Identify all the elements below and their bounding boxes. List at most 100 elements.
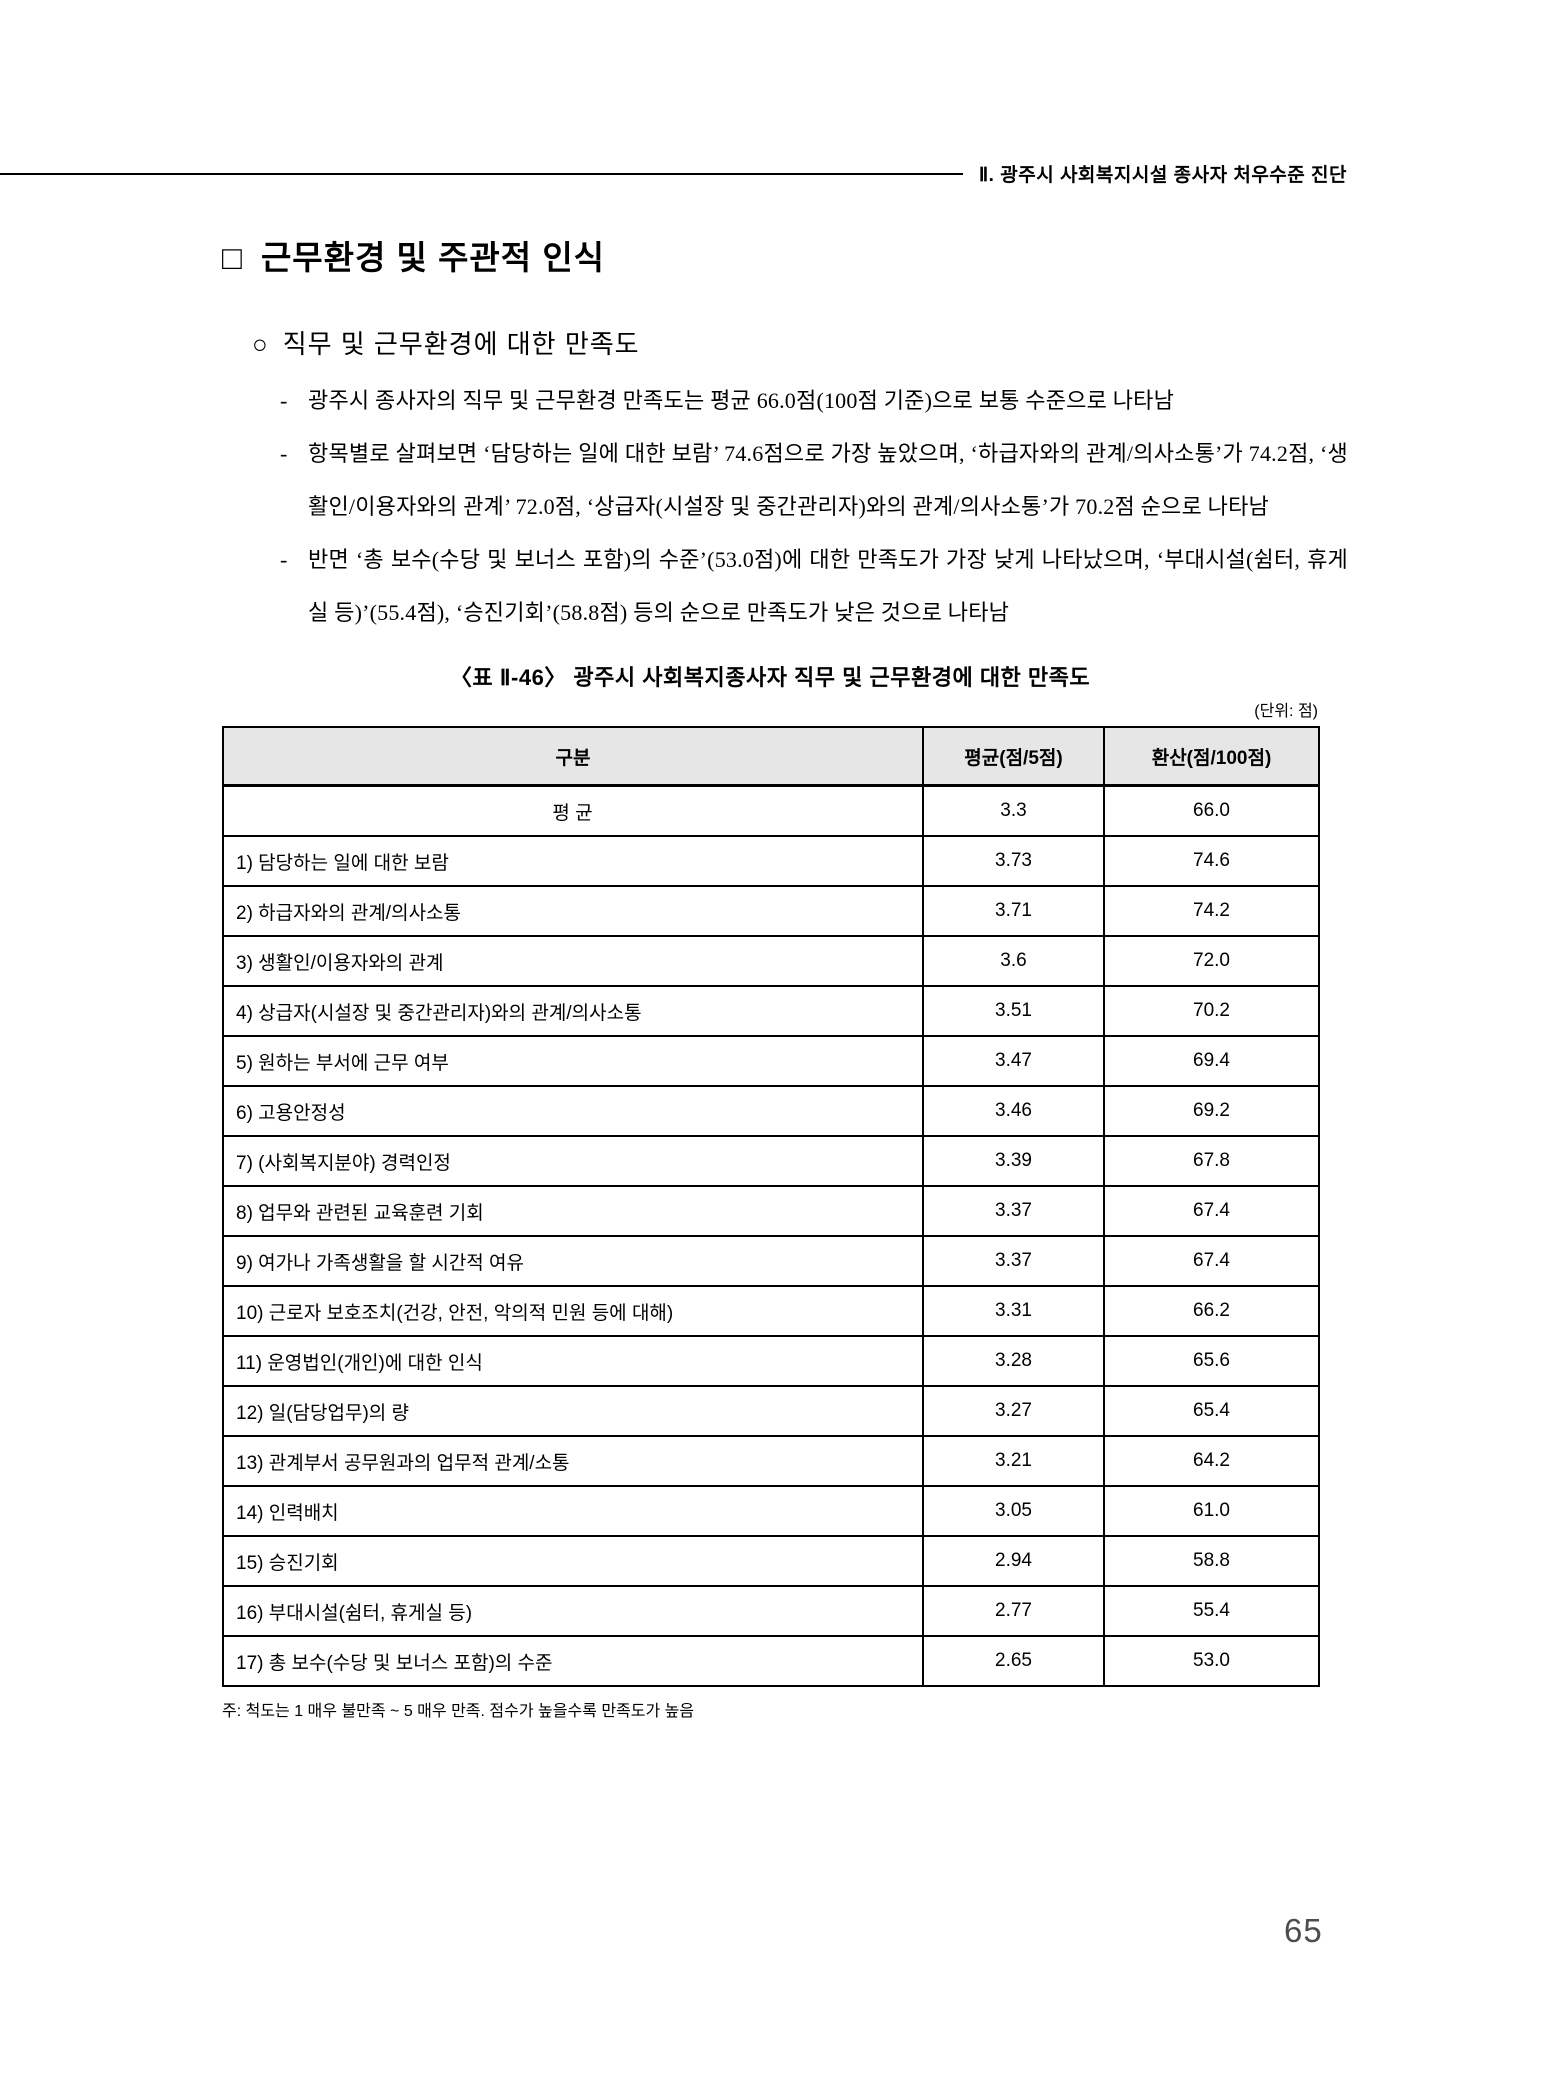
average-score-cell: 2.65: [922, 1635, 1105, 1687]
row-label-cell: 9) 여가나 가족생활을 할 시간적 여유: [222, 1235, 924, 1287]
converted-score-cell: 70.2: [1103, 985, 1320, 1037]
converted-score-cell: 67.8: [1103, 1135, 1320, 1187]
average-score-cell: 3.27: [922, 1385, 1105, 1437]
converted-score-cell: 69.4: [1103, 1035, 1320, 1087]
satisfaction-table: 구분 평균(점/5점) 환산(점/100점) 평 균 3.3 66.0 1) 담당하는…: [222, 726, 1320, 1687]
page-number: 65: [1284, 1912, 1323, 1949]
bullet-item: - 광주시 종사자의 직무 및 근무환경 만족도는 평균 66.0점(100점 기…: [280, 374, 1348, 427]
table-caption: 〈표 Ⅱ-46〉 광주시 사회복지종사자 직무 및 근무환경에 대한 만족도: [449, 665, 1091, 690]
dash-bullet-icon: -: [280, 441, 288, 466]
row-label-cell: 12) 일(담당업무)의 량: [222, 1385, 924, 1437]
square-bullet-icon: □: [222, 239, 243, 276]
average-score-cell: 3.3: [922, 784, 1105, 837]
converted-score-cell: 74.2: [1103, 885, 1320, 937]
header-rule: [0, 172, 963, 175]
average-score-cell: 2.94: [922, 1535, 1105, 1587]
converted-score-cell: 67.4: [1103, 1235, 1320, 1287]
section-title: □ 근무환경 및 주관적 인식: [222, 234, 1348, 282]
average-score-cell: 3.46: [922, 1085, 1105, 1137]
average-score-cell: 3.73: [922, 835, 1105, 887]
converted-score-cell: 66.0: [1103, 784, 1320, 837]
row-label-cell: 8) 업무와 관련된 교육훈련 기회: [222, 1185, 924, 1237]
bullet-text: 항목별로 살펴보면 ‘담당하는 일에 대한 보람’ 74.6점으로 가장 높았으…: [308, 441, 1348, 519]
bullet-item: - 반면 ‘총 보수(수당 및 보너스 포함)의 수준’(53.0점)에 대한 만…: [280, 533, 1348, 639]
table-body: 평 균 3.3 66.0 1) 담당하는 일에 대한 보람 3.73 74.6 2) 하급자…: [222, 784, 1320, 1687]
row-label-cell: 6) 고용안정성: [222, 1085, 924, 1137]
row-label-cell: 3) 생활인/이용자와의 관계: [222, 935, 924, 987]
running-head: Ⅱ. 광주시 사회복지시설 종사자 처우수준 진단: [978, 165, 1347, 186]
table-row: 1) 담당하는 일에 대한 보람 3.73 74.6: [222, 835, 1320, 887]
section-title-text: 근무환경 및 주관적 인식: [260, 239, 606, 276]
table-row: 15) 승진기회 2.94 58.8: [222, 1535, 1320, 1587]
row-label-cell: 11) 운영법인(개인)에 대한 인식: [222, 1335, 924, 1387]
table-row: 16) 부대시설(쉼터, 휴게실 등) 2.77 55.4: [222, 1585, 1320, 1637]
converted-score-cell: 61.0: [1103, 1485, 1320, 1537]
table-row: 14) 인력배치 3.05 61.0: [222, 1485, 1320, 1537]
row-label-cell: 13) 관계부서 공무원과의 업무적 관계/소통: [222, 1435, 924, 1487]
content-column: □ 근무환경 및 주관적 인식 ○ 직무 및 근무환경에 대한 만족도 - 광주시 종…: [222, 234, 1348, 1723]
circle-bullet-icon: ○: [252, 329, 269, 359]
table-row: 13) 관계부서 공무원과의 업무적 관계/소통 3.21 64.2: [222, 1435, 1320, 1487]
column-header-converted: 환산(점/100점): [1103, 726, 1320, 787]
row-label-cell: 평 균: [222, 784, 924, 837]
table-summary-row: 평 균 3.3 66.0: [222, 784, 1320, 837]
converted-score-cell: 64.2: [1103, 1435, 1320, 1487]
column-header-average: 평균(점/5점): [922, 726, 1105, 787]
row-label-cell: 17) 총 보수(수당 및 보너스 포함)의 수준: [222, 1635, 924, 1687]
subsection-title-text: 직무 및 근무환경에 대한 만족도: [282, 329, 640, 359]
average-score-cell: 3.37: [922, 1235, 1105, 1287]
table-row: 5) 원하는 부서에 근무 여부 3.47 69.4: [222, 1035, 1320, 1087]
average-score-cell: 3.51: [922, 985, 1105, 1037]
converted-score-cell: 58.8: [1103, 1535, 1320, 1587]
table-row: 6) 고용안정성 3.46 69.2: [222, 1085, 1320, 1137]
bullet-item: - 항목별로 살펴보면 ‘담당하는 일에 대한 보람’ 74.6점으로 가장 높았…: [280, 427, 1348, 533]
average-score-cell: 3.31: [922, 1285, 1105, 1337]
converted-score-cell: 72.0: [1103, 935, 1320, 987]
bullet-text: 반면 ‘총 보수(수당 및 보너스 포함)의 수준’(53.0점)에 대한 만족…: [308, 547, 1348, 625]
table-row: 7) (사회복지분야) 경력인정 3.39 67.8: [222, 1135, 1320, 1187]
table-row: 2) 하급자와의 관계/의사소통 3.71 74.2: [222, 885, 1320, 937]
row-label-cell: 14) 인력배치: [222, 1485, 924, 1537]
subsection-title: ○ 직무 및 근무환경에 대한 만족도: [252, 326, 1348, 362]
table-row: 3) 생활인/이용자와의 관계 3.6 72.0: [222, 935, 1320, 987]
average-score-cell: 3.39: [922, 1135, 1105, 1187]
converted-score-cell: 74.6: [1103, 835, 1320, 887]
average-score-cell: 3.28: [922, 1335, 1105, 1387]
row-label-cell: 4) 상급자(시설장 및 중간관리자)와의 관계/의사소통: [222, 985, 924, 1037]
table-row: 9) 여가나 가족생활을 할 시간적 여유 3.37 67.4: [222, 1235, 1320, 1287]
bullet-text: 광주시 종사자의 직무 및 근무환경 만족도는 평균 66.0점(100점 기준…: [308, 388, 1175, 413]
average-score-cell: 3.05: [922, 1485, 1105, 1537]
table-row: 8) 업무와 관련된 교육훈련 기회 3.37 67.4: [222, 1185, 1320, 1237]
row-label-cell: 10) 근로자 보호조치(건강, 안전, 악의적 민원 등에 대해): [222, 1285, 924, 1337]
converted-score-cell: 55.4: [1103, 1585, 1320, 1637]
table-header-row: 구분 평균(점/5점) 환산(점/100점): [222, 726, 1320, 787]
table-row: 17) 총 보수(수당 및 보너스 포함)의 수준 2.65 53.0: [222, 1635, 1320, 1687]
table-row: 12) 일(담당업무)의 량 3.27 65.4: [222, 1385, 1320, 1437]
average-score-cell: 3.37: [922, 1185, 1105, 1237]
row-label-cell: 2) 하급자와의 관계/의사소통: [222, 885, 924, 937]
converted-score-cell: 65.4: [1103, 1385, 1320, 1437]
converted-score-cell: 66.2: [1103, 1285, 1320, 1337]
converted-score-cell: 69.2: [1103, 1085, 1320, 1137]
converted-score-cell: 65.6: [1103, 1335, 1320, 1387]
table-row: 4) 상급자(시설장 및 중간관리자)와의 관계/의사소통 3.51 70.2: [222, 985, 1320, 1037]
average-score-cell: 3.21: [922, 1435, 1105, 1487]
bullet-list: - 광주시 종사자의 직무 및 근무환경 만족도는 평균 66.0점(100점 기…: [280, 374, 1348, 639]
table-section: 〈표 Ⅱ-46〉 광주시 사회복지종사자 직무 및 근무환경에 대한 만족도 (…: [222, 663, 1320, 1723]
row-label-cell: 1) 담당하는 일에 대한 보람: [222, 835, 924, 887]
row-label-cell: 7) (사회복지분야) 경력인정: [222, 1135, 924, 1187]
row-label-cell: 16) 부대시설(쉼터, 휴게실 등): [222, 1585, 924, 1637]
table-footnote: 주: 척도는 1 매우 불만족 ~ 5 매우 만족. 점수가 높을수록 만족도가…: [222, 1703, 695, 1720]
dash-bullet-icon: -: [280, 547, 288, 572]
converted-score-cell: 53.0: [1103, 1635, 1320, 1687]
dash-bullet-icon: -: [280, 388, 288, 413]
average-score-cell: 3.6: [922, 935, 1105, 987]
converted-score-cell: 67.4: [1103, 1185, 1320, 1237]
column-header-category: 구분: [222, 726, 924, 787]
table-row: 11) 운영법인(개인)에 대한 인식 3.28 65.6: [222, 1335, 1320, 1387]
average-score-cell: 2.77: [922, 1585, 1105, 1637]
page-header: Ⅱ. 광주시 사회복지시설 종사자 처우수준 진단: [0, 160, 1347, 187]
row-label-cell: 5) 원하는 부서에 근무 여부: [222, 1035, 924, 1087]
average-score-cell: 3.47: [922, 1035, 1105, 1087]
